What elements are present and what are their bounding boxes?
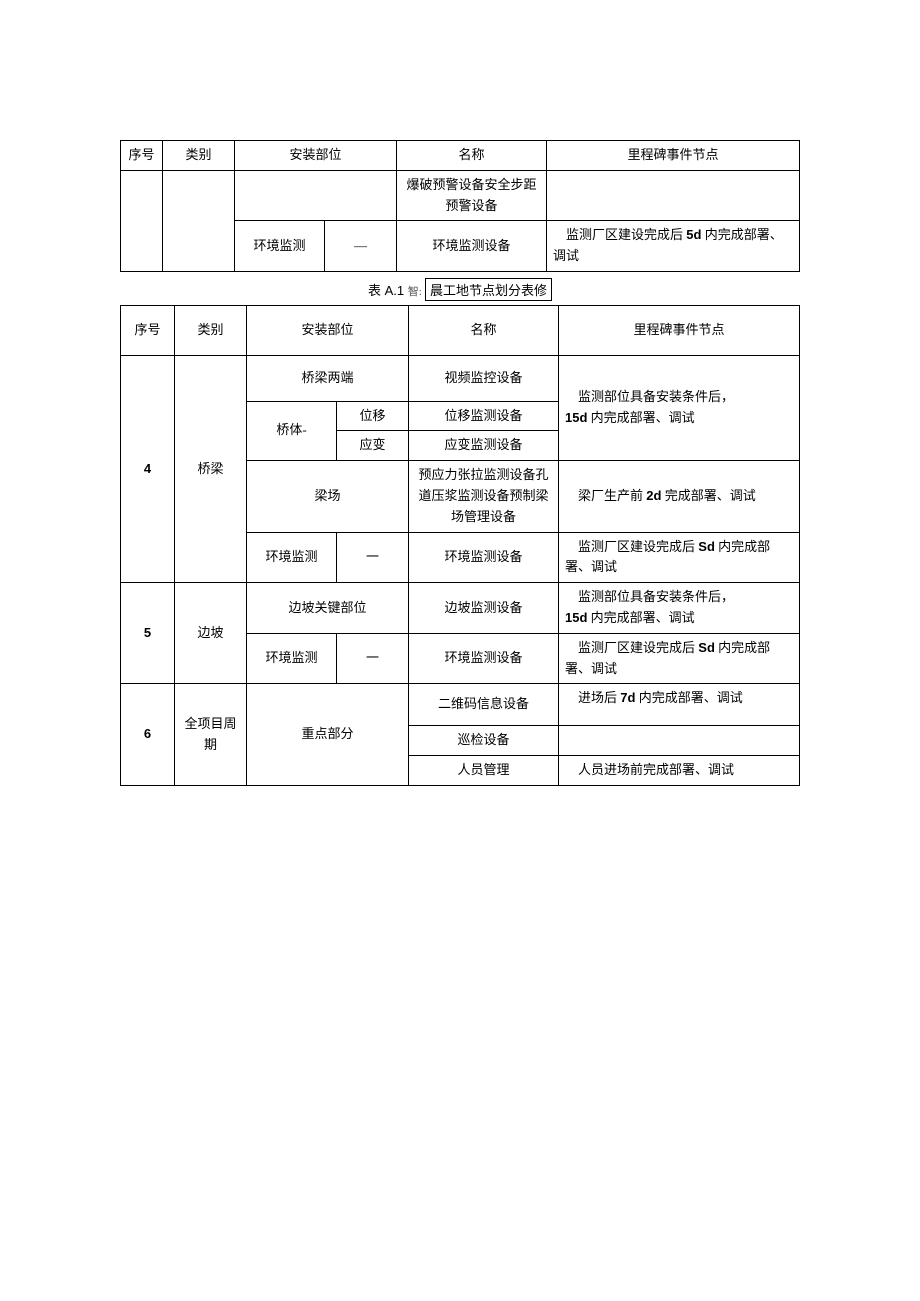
cell-name: 巡检设备 (409, 726, 559, 756)
col-milestone: 里程碑事件节点 (547, 141, 800, 171)
table-row: 序号 类别 安装部位 名称 里程碑事件节点 (121, 141, 800, 171)
cell-milestone: 梁厂生产前 2d 完成部署、调试 (559, 461, 800, 532)
table-row: 序号 类别 安装部位 名称 里程碑事件节点 (121, 305, 800, 355)
cell-category: 全项目周期 (175, 684, 247, 785)
table-main: 序号 类别 安装部位 名称 里程碑事件节点 4 桥梁 桥梁两端 视频监控设备 监… (120, 305, 800, 786)
cell-install (235, 170, 397, 221)
cell-milestone (559, 726, 800, 756)
cell-name: 二维码信息设备 (409, 684, 559, 726)
caption-label: 表 A.1 (368, 283, 408, 298)
table-caption: 表 A.1 智: 晨工地节点划分表修 (120, 272, 800, 305)
cell-name: 环境监测设备 (409, 633, 559, 684)
caption-boxed: 晨工地节点划分表修 (425, 278, 552, 301)
cell-name: 边坡监测设备 (409, 583, 559, 634)
table-row: 爆破预警设备安全步距预警设备 (121, 170, 800, 221)
col-install: 安装部位 (247, 305, 409, 355)
col-seq: 序号 (121, 305, 175, 355)
cell-seq (121, 170, 163, 271)
cell-install: 环境监测 (247, 633, 337, 684)
cell-name: 人员管理 (409, 755, 559, 785)
cell-install: 环境监测 (247, 532, 337, 583)
cell-category (163, 170, 235, 271)
cell-milestone: 监测厂区建设完成后 5d 内完成部署、调试 (547, 221, 800, 272)
cell-name: 环境监测设备 (409, 532, 559, 583)
table-top: 序号 类别 安装部位 名称 里程碑事件节点 爆破预警设备安全步距预警设备 环境监… (120, 140, 800, 272)
cell-milestone: 监测部位具备安装条件后，15d 内完成部署、调试 (559, 583, 800, 634)
col-seq: 序号 (121, 141, 163, 171)
cell-install: 环境监测 (235, 221, 325, 272)
table-row: 5 边坡 边坡关键部位 边坡监测设备 监测部位具备安装条件后，15d 内完成部署… (121, 583, 800, 634)
cell-milestone (547, 170, 800, 221)
table-row: 6 全项目周期 重点部分 二维码信息设备 进场后 7d 内完成部署、调试 (121, 684, 800, 726)
cell-install-sub: 一 (337, 532, 409, 583)
table-row: 4 桥梁 桥梁两端 视频监控设备 监测部位具备安装条件后，15d 内完成部署、调… (121, 355, 800, 401)
cell-category: 桥梁 (175, 355, 247, 582)
cell-install: 边坡关键部位 (247, 583, 409, 634)
cell-install-sub: 应变 (337, 431, 409, 461)
cell-name: 爆破预警设备安全步距预警设备 (397, 170, 547, 221)
cell-milestone: 进场后 7d 内完成部署、调试 (559, 684, 800, 726)
cell-install-sub: 位移 (337, 401, 409, 431)
cell-milestone: 人员进场前完成部署、调试 (559, 755, 800, 785)
col-category: 类别 (163, 141, 235, 171)
cell-milestone: 监测厂区建设完成后 Sd 内完成部署、调试 (559, 532, 800, 583)
col-category: 类别 (175, 305, 247, 355)
cell-seq: 4 (121, 355, 175, 582)
cell-seq: 6 (121, 684, 175, 785)
cell-milestone: 监测厂区建设完成后 Sd 内完成部署、调试 (559, 633, 800, 684)
cell-name: 应变监测设备 (409, 431, 559, 461)
col-name: 名称 (409, 305, 559, 355)
cell-seq: 5 (121, 583, 175, 684)
cell-install: 桥体- (247, 401, 337, 461)
cell-install: 梁场 (247, 461, 409, 532)
col-install: 安装部位 (235, 141, 397, 171)
cell-install-sub: 一 (337, 633, 409, 684)
cell-name: 预应力张拉监测设备孔道压浆监测设备预制梁场管理设备 (409, 461, 559, 532)
col-name: 名称 (397, 141, 547, 171)
caption-small: 智: (408, 286, 422, 298)
col-milestone: 里程碑事件节点 (559, 305, 800, 355)
cell-name: 视频监控设备 (409, 355, 559, 401)
cell-category: 边坡 (175, 583, 247, 684)
cell-name: 环境监测设备 (397, 221, 547, 272)
cell-name: 位移监测设备 (409, 401, 559, 431)
cell-install: 重点部分 (247, 684, 409, 785)
cell-milestone: 监测部位具备安装条件后，15d 内完成部署、调试 (559, 355, 800, 460)
cell-install: 桥梁两端 (247, 355, 409, 401)
cell-install-sub: — (325, 221, 397, 272)
